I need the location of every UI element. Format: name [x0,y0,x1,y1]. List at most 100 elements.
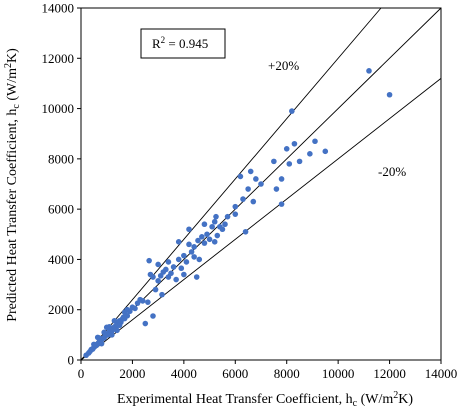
x-tick-label: 2000 [119,366,145,381]
data-point [253,176,259,182]
data-point [186,241,192,248]
data-point [286,161,293,167]
x-axis-ticks: 0 2000 4000 6000 8000 10000 12000 14000 [78,360,458,381]
data-point [278,176,285,182]
data-point [211,218,218,225]
data-point [146,257,152,264]
y-tick-label: 0 [68,353,75,368]
y-axis-title-sub: c [11,104,22,109]
data-point [150,313,156,319]
data-point [193,274,200,280]
data-point [142,320,149,327]
data-point [152,286,159,293]
y-tick-label: 4000 [48,252,74,267]
data-point [273,186,280,192]
y-axis-title-main: Predicted Heat Transfer Coefficient, h [5,109,20,322]
data-point [181,271,187,278]
data-point [224,213,231,220]
data-point [191,254,197,260]
data-point [103,324,110,331]
data-point [150,274,156,280]
data-point [195,237,201,244]
minus-20-label: -20% [378,164,406,179]
r2-box [140,28,226,59]
data-point [366,68,372,74]
data-point [232,211,239,217]
data-point [322,148,329,155]
data-point [213,213,219,220]
y-axis-ticks: 0 2000 4000 6000 8000 10000 12000 14000 [42,1,81,368]
r2-value: = 0.945 [165,36,208,51]
data-point [114,327,120,334]
y-axis-title-unit-end: K) [5,48,20,63]
y-axis-title-unit: (W/m [5,68,20,104]
x-tick-label: 8000 [274,366,300,381]
data-point [232,203,239,210]
x-axis-title-sup: 2 [393,390,398,401]
data-point [163,266,169,273]
data-point [109,332,115,338]
data-point [173,276,179,283]
x-tick-label: 0 [78,366,85,381]
plot-border [80,7,442,361]
data-point [165,259,172,265]
data-point [386,91,393,98]
data-point [245,186,251,192]
data-point [159,291,165,298]
data-point [201,240,208,246]
x-tick-label: 10000 [322,366,355,381]
data-point [307,151,313,157]
data-points [83,68,393,359]
data-point [271,158,277,165]
data-point [94,334,101,341]
data-point [139,298,146,304]
plus-20-label: +20% [268,58,299,73]
r2-annotation: R2 = 0.945 [152,35,208,51]
x-axis-title-main: Experimental Heat Transfer Coefficient, … [117,392,353,407]
data-point [116,322,123,329]
data-point [145,299,151,305]
y-tick-label: 12000 [42,51,75,66]
data-point [91,341,97,348]
data-point [211,239,218,245]
r2-label: R [152,36,161,51]
data-point [196,256,203,263]
data-point [278,201,285,207]
y-tick-label: 10000 [42,101,75,116]
data-point [237,173,244,180]
data-point [178,265,185,272]
data-point [101,329,107,336]
y-tick-label: 6000 [48,202,74,217]
x-tick-label: 14000 [425,366,458,381]
data-point [219,226,226,233]
data-point [201,221,208,228]
data-point [240,196,246,202]
data-point [168,270,174,277]
data-point [291,140,298,147]
y-axis-title: Predicted Heat Transfer Coefficient, hc … [3,48,22,322]
x-axis-title: Experimental Heat Transfer Coefficient, … [117,390,413,409]
data-point [242,228,249,235]
data-point [206,236,213,243]
data-point [209,223,215,230]
data-point [283,146,290,152]
data-point [98,340,105,347]
data-point [183,259,190,265]
y-tick-label: 2000 [48,302,74,317]
plot-area [80,7,442,361]
y-axis-title-sup: 2 [3,63,14,68]
r2-sup: 2 [161,35,166,45]
data-point [188,249,195,255]
data-point [181,252,187,259]
data-point [289,108,295,114]
x-axis-title-sub: c [353,398,358,409]
data-point [250,198,257,205]
data-point [186,226,192,233]
data-point [199,234,205,240]
y-tick-label: 14000 [42,1,75,16]
data-point [214,232,221,239]
x-tick-label: 4000 [171,366,197,381]
data-point [124,306,131,313]
data-point [204,231,210,238]
